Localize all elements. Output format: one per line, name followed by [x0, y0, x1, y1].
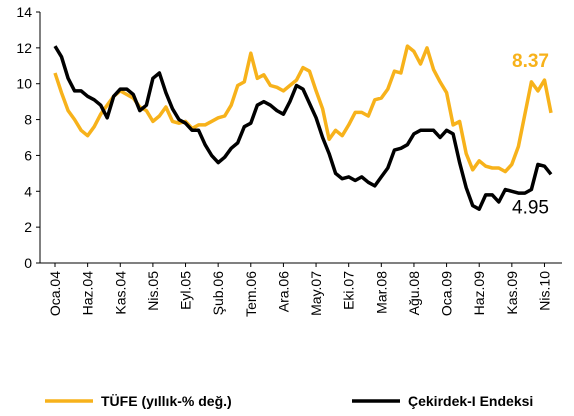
series-line [53, 44, 553, 174]
legend-label: Çekirdek-I Endeksi [408, 393, 533, 409]
data-label: 8.37 [512, 51, 549, 72]
x-tick-label: Haz.09 [471, 271, 487, 316]
x-tick-label: Mar.08 [373, 271, 389, 314]
legend-label: TÜFE (yıllık-% değ.) [101, 393, 232, 409]
x-tick-label: Nis.05 [145, 271, 161, 311]
series-line [53, 45, 553, 211]
y-tick-label: 4 [24, 183, 32, 199]
x-tick-label: Eki.07 [341, 271, 357, 310]
y-tick-label: 10 [16, 76, 32, 92]
x-tick-label: May.07 [308, 271, 324, 316]
x-tick-label: Şub.06 [210, 271, 226, 316]
y-tick-label: 2 [24, 219, 32, 235]
y-tick-label: 6 [24, 147, 32, 163]
x-tick-label: Nis.10 [536, 271, 552, 311]
y-tick-label: 12 [16, 40, 32, 56]
x-tick-label: Oca.09 [439, 271, 455, 316]
x-tick-label: Kas.04 [112, 271, 128, 315]
data-label: 4.95 [512, 197, 549, 218]
x-tick-label: Haz.04 [80, 271, 96, 316]
y-tick-label: 0 [24, 255, 32, 271]
x-tick-label: Eyl.05 [178, 271, 194, 310]
x-tick-label: Oca.04 [47, 271, 63, 316]
x-tick-label: Ağu.08 [406, 271, 422, 316]
x-tick-label: Tem.06 [243, 271, 259, 317]
x-tick-label: Kas.09 [504, 271, 520, 315]
x-tick-label: Ara.06 [275, 271, 291, 312]
y-tick-label: 8 [24, 112, 32, 128]
y-tick-label: 14 [16, 4, 32, 20]
